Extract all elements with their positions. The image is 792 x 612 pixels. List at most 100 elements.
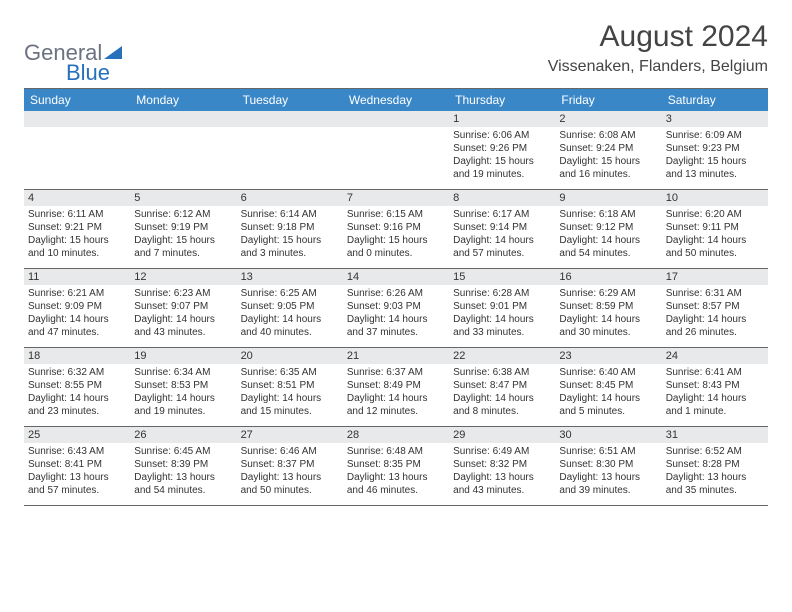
day-data: Sunrise: 6:09 AMSunset: 9:23 PMDaylight:… — [662, 127, 768, 185]
day-data: Sunrise: 6:14 AMSunset: 9:18 PMDaylight:… — [237, 206, 343, 264]
day-number: 6 — [237, 190, 343, 206]
weekday-header: Saturday — [662, 89, 768, 111]
day-number: 12 — [130, 269, 236, 285]
day-cell: 23Sunrise: 6:40 AMSunset: 8:45 PMDayligh… — [555, 348, 661, 426]
day-cell: 22Sunrise: 6:38 AMSunset: 8:47 PMDayligh… — [449, 348, 555, 426]
weekday-header: Thursday — [449, 89, 555, 111]
title-block: August 2024 Vissenaken, Flanders, Belgiu… — [548, 20, 768, 76]
week-row: 4Sunrise: 6:11 AMSunset: 9:21 PMDaylight… — [24, 190, 768, 269]
day-cell: 3Sunrise: 6:09 AMSunset: 9:23 PMDaylight… — [662, 111, 768, 189]
weeks-container: 1Sunrise: 6:06 AMSunset: 9:26 PMDaylight… — [24, 111, 768, 506]
day-number: 9 — [555, 190, 661, 206]
day-number: 23 — [555, 348, 661, 364]
day-number: 2 — [555, 111, 661, 127]
day-data: Sunrise: 6:35 AMSunset: 8:51 PMDaylight:… — [237, 364, 343, 422]
day-cell: 18Sunrise: 6:32 AMSunset: 8:55 PMDayligh… — [24, 348, 130, 426]
day-cell: 15Sunrise: 6:28 AMSunset: 9:01 PMDayligh… — [449, 269, 555, 347]
day-cell: 8Sunrise: 6:17 AMSunset: 9:14 PMDaylight… — [449, 190, 555, 268]
day-data: Sunrise: 6:15 AMSunset: 9:16 PMDaylight:… — [343, 206, 449, 264]
weekday-header: Tuesday — [237, 89, 343, 111]
day-number: 15 — [449, 269, 555, 285]
day-data: Sunrise: 6:46 AMSunset: 8:37 PMDaylight:… — [237, 443, 343, 501]
day-cell: 16Sunrise: 6:29 AMSunset: 8:59 PMDayligh… — [555, 269, 661, 347]
weekday-header: Monday — [130, 89, 236, 111]
day-number: 4 — [24, 190, 130, 206]
day-cell: 17Sunrise: 6:31 AMSunset: 8:57 PMDayligh… — [662, 269, 768, 347]
week-row: 25Sunrise: 6:43 AMSunset: 8:41 PMDayligh… — [24, 427, 768, 506]
day-cell — [343, 111, 449, 189]
day-cell: 5Sunrise: 6:12 AMSunset: 9:19 PMDaylight… — [130, 190, 236, 268]
day-number: 29 — [449, 427, 555, 443]
day-number: 14 — [343, 269, 449, 285]
day-number: 28 — [343, 427, 449, 443]
day-number: 19 — [130, 348, 236, 364]
day-data: Sunrise: 6:08 AMSunset: 9:24 PMDaylight:… — [555, 127, 661, 185]
day-number: 1 — [449, 111, 555, 127]
day-cell: 4Sunrise: 6:11 AMSunset: 9:21 PMDaylight… — [24, 190, 130, 268]
day-data: Sunrise: 6:12 AMSunset: 9:19 PMDaylight:… — [130, 206, 236, 264]
day-data: Sunrise: 6:26 AMSunset: 9:03 PMDaylight:… — [343, 285, 449, 343]
day-cell: 19Sunrise: 6:34 AMSunset: 8:53 PMDayligh… — [130, 348, 236, 426]
week-row: 1Sunrise: 6:06 AMSunset: 9:26 PMDaylight… — [24, 111, 768, 190]
week-row: 11Sunrise: 6:21 AMSunset: 9:09 PMDayligh… — [24, 269, 768, 348]
day-number: 17 — [662, 269, 768, 285]
day-number: 7 — [343, 190, 449, 206]
day-data: Sunrise: 6:40 AMSunset: 8:45 PMDaylight:… — [555, 364, 661, 422]
day-cell: 29Sunrise: 6:49 AMSunset: 8:32 PMDayligh… — [449, 427, 555, 505]
day-data: Sunrise: 6:34 AMSunset: 8:53 PMDaylight:… — [130, 364, 236, 422]
day-cell: 12Sunrise: 6:23 AMSunset: 9:07 PMDayligh… — [130, 269, 236, 347]
day-cell: 27Sunrise: 6:46 AMSunset: 8:37 PMDayligh… — [237, 427, 343, 505]
month-title: August 2024 — [548, 20, 768, 54]
day-number: 13 — [237, 269, 343, 285]
day-data: Sunrise: 6:17 AMSunset: 9:14 PMDaylight:… — [449, 206, 555, 264]
day-cell: 26Sunrise: 6:45 AMSunset: 8:39 PMDayligh… — [130, 427, 236, 505]
day-cell: 2Sunrise: 6:08 AMSunset: 9:24 PMDaylight… — [555, 111, 661, 189]
weekday-header: Wednesday — [343, 89, 449, 111]
day-data: Sunrise: 6:20 AMSunset: 9:11 PMDaylight:… — [662, 206, 768, 264]
day-number: 8 — [449, 190, 555, 206]
day-number: 31 — [662, 427, 768, 443]
day-number — [343, 111, 449, 127]
day-data: Sunrise: 6:32 AMSunset: 8:55 PMDaylight:… — [24, 364, 130, 422]
day-number — [237, 111, 343, 127]
day-number — [130, 111, 236, 127]
location: Vissenaken, Flanders, Belgium — [548, 58, 768, 76]
day-data: Sunrise: 6:18 AMSunset: 9:12 PMDaylight:… — [555, 206, 661, 264]
day-cell — [237, 111, 343, 189]
header: General August 2024 Vissenaken, Flanders… — [24, 20, 768, 76]
day-number: 11 — [24, 269, 130, 285]
calendar: SundayMondayTuesdayWednesdayThursdayFrid… — [24, 88, 768, 506]
day-number: 27 — [237, 427, 343, 443]
day-number: 26 — [130, 427, 236, 443]
day-cell: 10Sunrise: 6:20 AMSunset: 9:11 PMDayligh… — [662, 190, 768, 268]
day-cell: 14Sunrise: 6:26 AMSunset: 9:03 PMDayligh… — [343, 269, 449, 347]
day-cell: 11Sunrise: 6:21 AMSunset: 9:09 PMDayligh… — [24, 269, 130, 347]
day-data: Sunrise: 6:06 AMSunset: 9:26 PMDaylight:… — [449, 127, 555, 185]
day-number: 18 — [24, 348, 130, 364]
day-data: Sunrise: 6:11 AMSunset: 9:21 PMDaylight:… — [24, 206, 130, 264]
day-data: Sunrise: 6:28 AMSunset: 9:01 PMDaylight:… — [449, 285, 555, 343]
day-cell: 9Sunrise: 6:18 AMSunset: 9:12 PMDaylight… — [555, 190, 661, 268]
day-data: Sunrise: 6:29 AMSunset: 8:59 PMDaylight:… — [555, 285, 661, 343]
day-number: 3 — [662, 111, 768, 127]
day-data: Sunrise: 6:49 AMSunset: 8:32 PMDaylight:… — [449, 443, 555, 501]
day-cell: 20Sunrise: 6:35 AMSunset: 8:51 PMDayligh… — [237, 348, 343, 426]
day-data: Sunrise: 6:25 AMSunset: 9:05 PMDaylight:… — [237, 285, 343, 343]
day-number — [24, 111, 130, 127]
day-data: Sunrise: 6:23 AMSunset: 9:07 PMDaylight:… — [130, 285, 236, 343]
day-data: Sunrise: 6:41 AMSunset: 8:43 PMDaylight:… — [662, 364, 768, 422]
day-number: 16 — [555, 269, 661, 285]
day-number: 21 — [343, 348, 449, 364]
day-data: Sunrise: 6:48 AMSunset: 8:35 PMDaylight:… — [343, 443, 449, 501]
weekday-header-row: SundayMondayTuesdayWednesdayThursdayFrid… — [24, 89, 768, 111]
logo-text-blue: Blue — [66, 60, 110, 85]
day-cell: 28Sunrise: 6:48 AMSunset: 8:35 PMDayligh… — [343, 427, 449, 505]
day-number: 10 — [662, 190, 768, 206]
day-cell: 7Sunrise: 6:15 AMSunset: 9:16 PMDaylight… — [343, 190, 449, 268]
day-cell: 6Sunrise: 6:14 AMSunset: 9:18 PMDaylight… — [237, 190, 343, 268]
logo-stack: General Blue — [24, 40, 124, 92]
day-cell: 21Sunrise: 6:37 AMSunset: 8:49 PMDayligh… — [343, 348, 449, 426]
weekday-header: Sunday — [24, 89, 130, 111]
day-number: 24 — [662, 348, 768, 364]
day-number: 22 — [449, 348, 555, 364]
